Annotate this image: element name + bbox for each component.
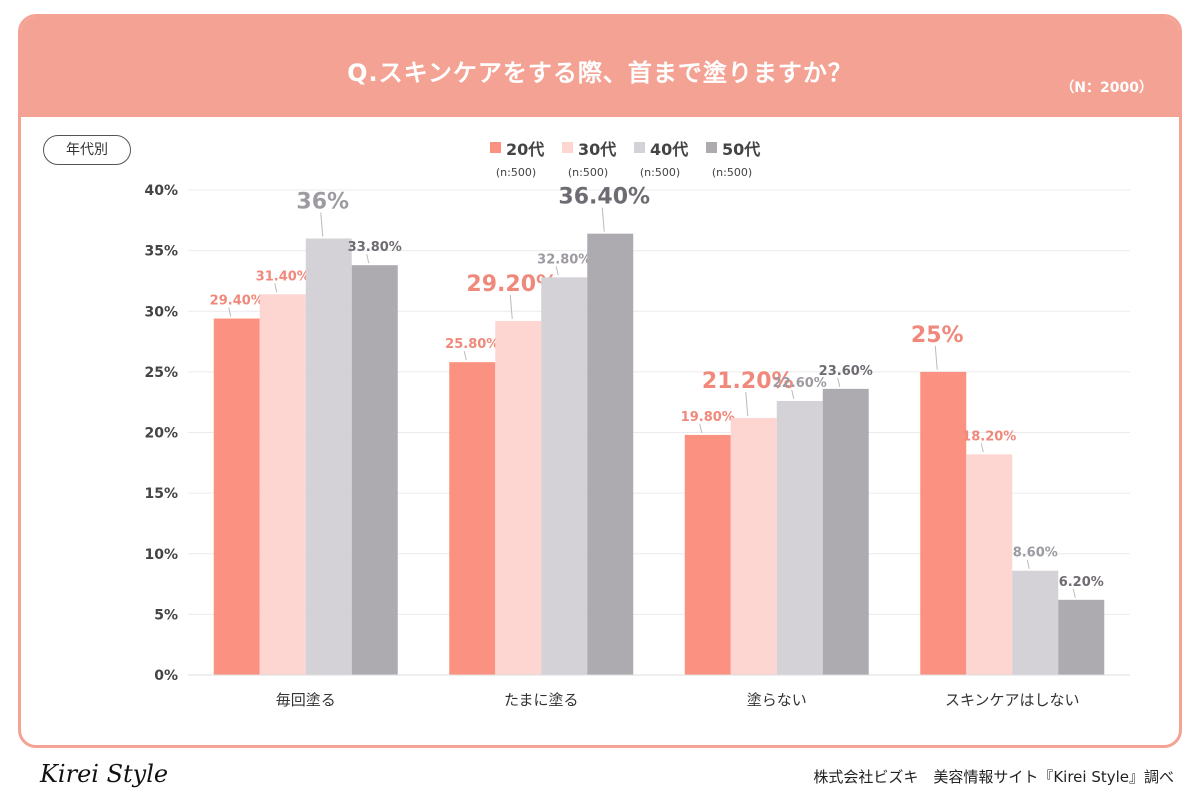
data-label: 29.40% xyxy=(210,294,264,309)
data-label: 25% xyxy=(911,323,964,348)
brand-logo: Kirei Style xyxy=(40,760,169,788)
data-label-leader xyxy=(463,351,467,361)
data-label-leader xyxy=(274,283,278,293)
data-label-leader xyxy=(1072,588,1076,598)
y-tick-label: 15% xyxy=(144,486,178,502)
bar xyxy=(684,434,731,675)
x-category-label: たまに塗る xyxy=(504,691,579,709)
y-tick-label: 20% xyxy=(144,426,178,442)
data-label: 21.20% xyxy=(702,369,794,394)
data-label-leader xyxy=(1026,559,1030,569)
data-label-leader xyxy=(228,307,232,317)
bar xyxy=(920,371,967,675)
bar xyxy=(587,233,634,675)
sample-size-label: （N：2000） xyxy=(1060,80,1153,96)
bar xyxy=(1012,570,1059,675)
data-label: 31.40% xyxy=(256,269,310,284)
data-label: 36% xyxy=(296,190,349,215)
y-tick-label: 30% xyxy=(144,304,178,320)
group-label-pill: 年代別 xyxy=(43,135,131,165)
y-tick-label: 25% xyxy=(144,365,178,381)
legend-swatch xyxy=(490,142,501,153)
bar xyxy=(730,417,777,675)
data-label: 6.20% xyxy=(1059,575,1104,590)
data-label: 22.60% xyxy=(773,376,827,391)
legend-sample-size: (n:500) xyxy=(640,166,680,179)
y-tick-label: 40% xyxy=(144,183,178,199)
y-tick-label: 35% xyxy=(144,244,178,260)
y-tick-label: 10% xyxy=(144,547,178,563)
bar xyxy=(495,320,542,675)
bar xyxy=(966,454,1013,675)
data-label-leader xyxy=(791,389,795,400)
data-label: 18.20% xyxy=(962,429,1016,444)
data-label-leader xyxy=(837,377,841,387)
bar xyxy=(822,388,869,675)
bar xyxy=(213,318,260,675)
data-label: 25.80% xyxy=(445,337,499,352)
legend-label: 50代 xyxy=(722,140,760,159)
legend-sample-size: (n:500) xyxy=(712,166,752,179)
y-tick-label: 5% xyxy=(154,607,178,623)
data-label: 19.80% xyxy=(681,410,735,425)
x-category-label: スキンケアはしない xyxy=(945,691,1080,709)
data-label: 36.40% xyxy=(558,185,650,210)
legend-label: 30代 xyxy=(578,140,616,159)
chart-title: Q.スキンケアをする際、首まで塗りますか？ xyxy=(347,59,853,87)
bar xyxy=(541,277,588,675)
bar xyxy=(1058,599,1105,675)
y-tick-label: 0% xyxy=(154,668,178,684)
data-label: 32.80% xyxy=(537,252,591,267)
data-label-leader xyxy=(320,212,324,237)
data-label-leader xyxy=(366,254,370,264)
legend-swatch xyxy=(562,142,573,153)
data-label-leader xyxy=(509,294,513,319)
bar xyxy=(351,265,398,675)
bar xyxy=(259,294,306,675)
data-label-leader xyxy=(699,423,703,434)
data-label: 23.60% xyxy=(819,364,873,379)
legend-label: 20代 xyxy=(506,140,544,159)
data-label-leader xyxy=(934,345,938,370)
legend-swatch xyxy=(634,142,645,153)
data-label-leader xyxy=(980,443,984,453)
legend-sample-size: (n:500) xyxy=(568,166,608,179)
source-credit: 株式会社ビズキ 美容情報サイト『Kirei Style』調べ xyxy=(813,768,1174,786)
legend-label: 40代 xyxy=(650,140,688,159)
x-category-label: 毎回塗る xyxy=(276,691,336,709)
chart-header: Q.スキンケアをする際、首まで塗りますか？ （N：2000） xyxy=(21,17,1179,117)
data-label-leader xyxy=(601,207,605,232)
legend-sample-size: (n:500) xyxy=(496,166,536,179)
data-label-leader xyxy=(745,391,749,416)
bar xyxy=(305,238,352,675)
bar xyxy=(776,400,823,675)
data-label: 33.80% xyxy=(348,240,402,255)
x-category-label: 塗らない xyxy=(747,691,807,709)
data-label-leader xyxy=(555,266,559,276)
data-label: 8.60% xyxy=(1013,546,1058,561)
legend-swatch xyxy=(706,142,717,153)
bar xyxy=(449,362,496,675)
